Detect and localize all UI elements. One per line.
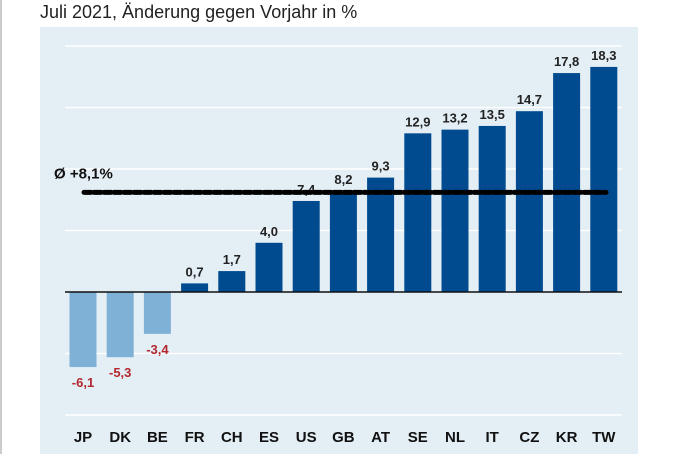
bar-dk	[106, 292, 134, 358]
data-label: 18,3	[591, 48, 616, 63]
bar-jp	[69, 292, 97, 368]
bar-us	[292, 200, 320, 292]
category-label: CZ	[519, 429, 539, 446]
category-label: FR	[185, 429, 205, 446]
category-label: US	[296, 429, 317, 446]
data-label: 9,3	[372, 159, 390, 174]
data-label: 14,7	[517, 92, 542, 107]
average-label: Ø +8,1%	[54, 165, 113, 182]
bar-es	[255, 242, 283, 292]
category-label: JP	[74, 429, 92, 446]
category-label: CH	[221, 429, 243, 446]
data-label: 4,0	[260, 224, 278, 239]
data-label: -5,3	[109, 365, 131, 380]
bar-gb	[329, 191, 357, 292]
bar-se	[404, 133, 432, 292]
bar-it	[478, 125, 506, 292]
data-label: 8,2	[334, 172, 352, 187]
category-label: AT	[371, 429, 390, 446]
data-label: 1,7	[223, 252, 241, 267]
category-label: DK	[109, 429, 131, 446]
bar-cz	[515, 111, 543, 292]
chart-title: Juli 2021, Änderung gegen Vorjahr in %	[40, 2, 358, 22]
bar-fr	[181, 283, 209, 292]
category-label: SE	[408, 429, 428, 446]
data-label: 17,8	[554, 54, 579, 69]
category-label: KR	[556, 429, 578, 446]
bar-at	[367, 177, 395, 292]
category-label: NL	[445, 429, 465, 446]
category-label: IT	[486, 429, 499, 446]
category-label: BE	[147, 429, 168, 446]
bar-tw	[590, 66, 618, 292]
data-label: 0,7	[186, 264, 204, 279]
data-label: -6,1	[72, 375, 94, 390]
data-label: 13,5	[480, 107, 505, 122]
bar-ch	[218, 271, 246, 292]
category-label: TW	[592, 429, 616, 446]
data-label: 13,2	[442, 111, 467, 126]
category-label: ES	[259, 429, 279, 446]
bar-be	[143, 292, 171, 334]
window-edge	[0, 0, 2, 454]
bar-kr	[553, 73, 581, 292]
category-label: GB	[332, 429, 355, 446]
data-label: -3,4	[146, 342, 169, 357]
data-label: 12,9	[405, 114, 430, 129]
bar-nl	[441, 129, 469, 292]
